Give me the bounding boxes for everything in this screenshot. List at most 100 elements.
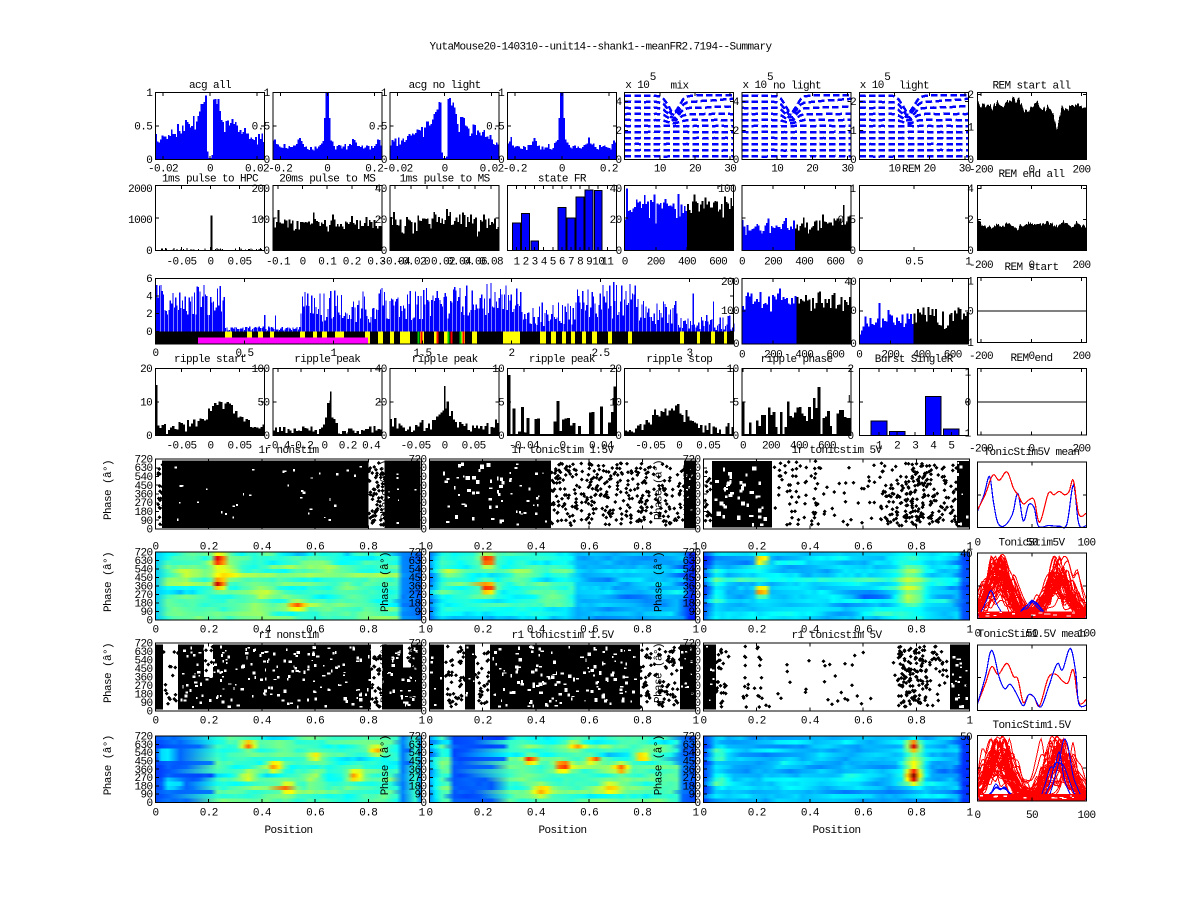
svg-text:x 10: x 10 <box>743 80 767 92</box>
svg-text:270: 270 <box>408 773 426 785</box>
svg-text:90: 90 <box>414 607 426 619</box>
svg-text:0: 0 <box>264 155 270 167</box>
svg-text:0: 0 <box>1028 165 1034 177</box>
svg-text:5: 5 <box>767 72 773 84</box>
svg-text:0.05: 0.05 <box>227 441 251 453</box>
svg-text:0: 0 <box>146 155 152 167</box>
svg-text:200: 200 <box>1072 165 1090 177</box>
svg-text:1: 1 <box>692 808 699 820</box>
svg-text:0: 0 <box>615 155 621 167</box>
svg-text:100: 100 <box>1077 538 1095 550</box>
svg-text:0.2: 0.2 <box>474 542 492 554</box>
svg-text:200: 200 <box>721 277 739 289</box>
svg-text:5: 5 <box>550 257 556 269</box>
svg-text:720: 720 <box>134 639 152 651</box>
svg-text:-200: -200 <box>969 165 993 177</box>
svg-text:270: 270 <box>682 498 700 510</box>
svg-text:630: 630 <box>682 463 700 475</box>
svg-text:-0.02: -0.02 <box>148 164 178 176</box>
svg-text:0: 0 <box>207 441 213 453</box>
svg-text:REM start all: REM start all <box>992 81 1070 93</box>
svg-text:630: 630 <box>682 740 700 752</box>
svg-text:TonicStim5V mean: TonicStim5V mean <box>983 447 1079 459</box>
svg-text:4: 4 <box>967 184 974 196</box>
svg-text:100: 100 <box>251 364 269 376</box>
svg-text:200: 200 <box>1072 260 1090 272</box>
svg-text:180: 180 <box>682 507 700 519</box>
svg-text:0: 0 <box>324 164 330 176</box>
svg-text:0: 0 <box>146 798 152 810</box>
svg-text:360: 360 <box>134 765 152 777</box>
svg-text:Phase (â°): Phase (â°) <box>380 552 392 612</box>
svg-text:10: 10 <box>592 257 604 269</box>
svg-text:0.05: 0.05 <box>696 441 720 453</box>
svg-text:400: 400 <box>795 257 813 269</box>
svg-text:20ms pulse to MS: 20ms pulse to MS <box>279 174 376 186</box>
svg-text:0: 0 <box>694 616 700 628</box>
svg-text:90: 90 <box>688 790 700 802</box>
svg-text:0.4: 0.4 <box>527 716 546 728</box>
svg-text:0.6: 0.6 <box>306 808 324 820</box>
svg-text:0: 0 <box>559 164 565 176</box>
svg-text:0.05: 0.05 <box>462 441 486 453</box>
svg-text:450: 450 <box>134 573 152 585</box>
svg-text:ripple peak: ripple peak <box>294 354 361 366</box>
svg-text:1: 1 <box>264 88 271 100</box>
svg-text:540: 540 <box>682 748 700 760</box>
svg-text:0.8: 0.8 <box>907 716 925 728</box>
svg-text:ripple phase: ripple phase <box>760 354 832 366</box>
svg-text:5: 5 <box>650 72 656 84</box>
svg-text:0: 0 <box>426 625 432 637</box>
svg-text:0.8: 0.8 <box>359 716 377 728</box>
svg-text:10: 10 <box>140 398 152 410</box>
svg-text:7: 7 <box>568 257 574 269</box>
svg-text:0.2: 0.2 <box>200 542 218 554</box>
svg-text:270: 270 <box>134 498 152 510</box>
svg-text:r1 tonicstim 1.5V: r1 tonicstim 1.5V <box>511 630 614 642</box>
svg-text:180: 180 <box>134 507 152 519</box>
svg-text:2: 2 <box>146 309 152 321</box>
svg-text:270: 270 <box>408 498 426 510</box>
svg-text:Phase (â°): Phase (â°) <box>380 460 392 520</box>
svg-text:0: 0 <box>146 616 152 628</box>
svg-text:-0.02: -0.02 <box>396 257 426 269</box>
svg-text:180: 180 <box>682 690 700 702</box>
svg-text:180: 180 <box>408 599 426 611</box>
svg-text:40: 40 <box>610 184 622 196</box>
svg-text:1: 1 <box>418 625 425 637</box>
svg-text:270: 270 <box>682 773 700 785</box>
svg-text:0: 0 <box>152 625 158 637</box>
svg-text:0.1: 0.1 <box>318 257 337 269</box>
svg-text:400: 400 <box>678 257 696 269</box>
svg-text:40: 40 <box>960 549 972 561</box>
svg-text:acg no light: acg no light <box>409 80 481 92</box>
svg-text:0: 0 <box>498 431 504 443</box>
svg-text:x 10: x 10 <box>860 80 884 92</box>
svg-text:600: 600 <box>826 350 844 362</box>
svg-text:360: 360 <box>134 673 152 685</box>
svg-text:0: 0 <box>420 798 426 810</box>
svg-text:1: 1 <box>692 542 699 554</box>
svg-text:5: 5 <box>733 398 739 410</box>
svg-text:0: 0 <box>850 339 856 351</box>
svg-text:0.4: 0.4 <box>801 625 820 637</box>
svg-text:0: 0 <box>694 707 700 719</box>
svg-text:6: 6 <box>146 274 152 286</box>
svg-text:Phase (â°): Phase (â°) <box>654 552 666 612</box>
svg-text:1: 1 <box>330 348 337 360</box>
svg-text:2: 2 <box>523 257 529 269</box>
svg-text:0.4: 0.4 <box>801 542 820 554</box>
svg-text:0.2: 0.2 <box>600 164 618 176</box>
svg-text:1: 1 <box>146 88 153 100</box>
svg-text:0.2: 0.2 <box>339 441 357 453</box>
svg-text:0.8: 0.8 <box>633 716 651 728</box>
svg-text:180: 180 <box>134 690 152 702</box>
svg-text:r1 tonicstim 5V: r1 tonicstim 5V <box>791 630 882 642</box>
svg-text:acg all: acg all <box>189 80 231 92</box>
svg-text:0.5: 0.5 <box>369 122 387 134</box>
svg-text:0.6: 0.6 <box>580 625 598 637</box>
svg-text:2: 2 <box>850 97 856 109</box>
svg-text:10: 10 <box>888 164 900 176</box>
svg-text:10: 10 <box>727 364 739 376</box>
svg-text:360: 360 <box>682 582 700 594</box>
